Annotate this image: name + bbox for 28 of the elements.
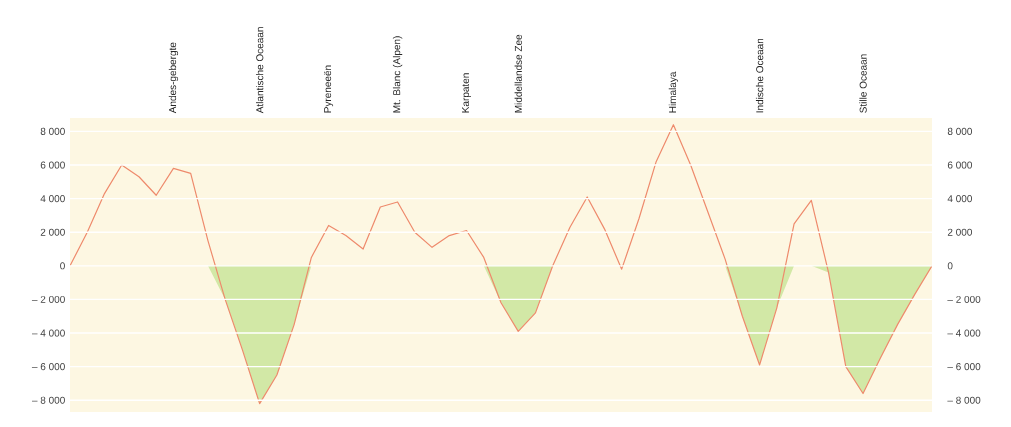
y2-tick-label: – 6 000 — [947, 363, 981, 371]
x-tick-label: Atlantische Oceaan — [255, 27, 264, 114]
y-tick-label: – 2 000 — [31, 295, 65, 303]
y-tick-label: 6 000 — [40, 161, 65, 169]
x-tick-label: Mt. Blanc (Alpen) — [392, 36, 403, 113]
y-tick-label: – 4 000 — [31, 329, 65, 337]
y2-tick-label: – 2 000 — [947, 295, 981, 303]
x-tick-label: Andes-gebergte — [168, 42, 179, 114]
y2-tick-label: 8 000 — [947, 127, 972, 135]
y-tick-label: – 6 000 — [31, 363, 65, 371]
y-tick-label: 8 000 — [40, 127, 65, 135]
y-tick-label: 2 000 — [40, 228, 65, 236]
y2-tick-label: – 8 000 — [947, 396, 981, 404]
x-tick-label: Stille Oceaan — [859, 54, 867, 113]
line-series — [70, 124, 932, 405]
y2-tick-label: 6 000 — [947, 161, 972, 169]
y2-tick-label: 2 000 — [947, 228, 972, 236]
x-tick-label: Indische Oceaan — [755, 38, 764, 113]
y2-tick-label: – 4 000 — [947, 329, 981, 337]
y2-tick-label: 4 000 — [947, 195, 972, 203]
x-tick-label: Karpaten — [462, 73, 471, 113]
x-tick-label: Middellandse Zee — [514, 34, 522, 113]
x-tick-label: Pyreneeën — [324, 65, 334, 113]
y2-tick-label: 0 — [947, 262, 953, 270]
x-tick-label: Himalaya — [668, 71, 679, 113]
y-tick-label: – 8 000 — [31, 396, 65, 404]
y-tick-label: 0 — [60, 262, 65, 270]
y-tick-label: 4 000 — [40, 195, 65, 203]
